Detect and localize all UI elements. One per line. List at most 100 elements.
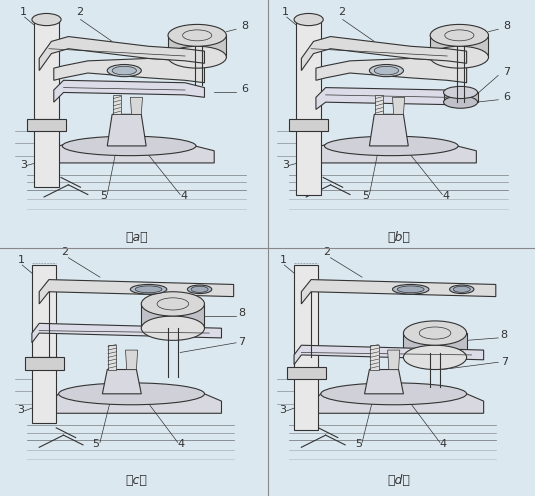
Polygon shape [393, 97, 404, 114]
Text: 8: 8 [501, 330, 508, 340]
Ellipse shape [157, 298, 189, 310]
Text: 2: 2 [75, 6, 83, 17]
Polygon shape [39, 280, 234, 304]
Text: 4: 4 [178, 439, 185, 449]
FancyBboxPatch shape [287, 367, 326, 379]
FancyBboxPatch shape [27, 119, 66, 131]
FancyBboxPatch shape [25, 357, 64, 370]
FancyBboxPatch shape [403, 333, 467, 357]
Ellipse shape [112, 66, 136, 75]
Ellipse shape [294, 13, 323, 26]
Ellipse shape [445, 30, 474, 41]
Ellipse shape [131, 284, 167, 294]
Text: 6: 6 [241, 84, 248, 94]
Text: 1: 1 [20, 6, 27, 17]
Text: 8: 8 [241, 21, 248, 31]
Polygon shape [39, 37, 204, 70]
Ellipse shape [62, 136, 196, 156]
Text: 4: 4 [442, 191, 449, 201]
Text: 3: 3 [17, 405, 24, 415]
FancyBboxPatch shape [296, 19, 321, 122]
Ellipse shape [369, 64, 403, 77]
Text: 7: 7 [501, 357, 508, 367]
FancyBboxPatch shape [32, 265, 56, 357]
FancyBboxPatch shape [430, 35, 488, 57]
Polygon shape [32, 323, 221, 343]
Ellipse shape [403, 345, 467, 370]
FancyBboxPatch shape [34, 119, 59, 187]
Ellipse shape [107, 64, 141, 77]
Text: （a）: （a） [125, 231, 148, 244]
Ellipse shape [444, 86, 478, 99]
Polygon shape [316, 88, 467, 110]
Ellipse shape [59, 383, 204, 405]
Text: 3: 3 [279, 405, 286, 415]
FancyBboxPatch shape [294, 370, 318, 430]
FancyBboxPatch shape [32, 357, 56, 423]
Polygon shape [301, 386, 484, 413]
Ellipse shape [182, 30, 212, 41]
Polygon shape [364, 370, 403, 394]
Text: 5: 5 [362, 191, 369, 201]
Ellipse shape [398, 286, 424, 293]
Polygon shape [54, 59, 204, 83]
Text: （d）: （d） [387, 474, 410, 487]
Ellipse shape [191, 286, 208, 292]
Ellipse shape [321, 383, 467, 405]
Ellipse shape [430, 24, 488, 46]
Text: 1: 1 [279, 254, 286, 264]
Text: 2: 2 [323, 248, 330, 257]
Ellipse shape [403, 321, 467, 345]
Polygon shape [301, 37, 467, 70]
Polygon shape [39, 386, 221, 413]
Ellipse shape [141, 292, 204, 316]
Text: 2: 2 [61, 248, 68, 257]
Text: 7: 7 [503, 67, 510, 77]
Text: （c）: （c） [126, 474, 147, 487]
Polygon shape [369, 114, 408, 146]
Ellipse shape [374, 66, 399, 75]
Text: 8: 8 [503, 21, 510, 31]
FancyBboxPatch shape [34, 19, 59, 122]
Text: 3: 3 [20, 160, 27, 170]
FancyBboxPatch shape [370, 345, 379, 370]
FancyBboxPatch shape [294, 265, 318, 370]
Text: 1: 1 [282, 6, 289, 17]
Polygon shape [294, 345, 484, 365]
Text: 6: 6 [503, 92, 510, 102]
Text: 5: 5 [93, 439, 100, 449]
Ellipse shape [449, 285, 474, 294]
Ellipse shape [141, 316, 204, 340]
Ellipse shape [453, 286, 470, 292]
Text: 5: 5 [355, 439, 362, 449]
FancyBboxPatch shape [113, 95, 120, 114]
Ellipse shape [168, 24, 226, 46]
FancyBboxPatch shape [296, 122, 321, 194]
FancyBboxPatch shape [376, 95, 383, 114]
Polygon shape [54, 80, 204, 102]
Polygon shape [44, 139, 214, 163]
Text: 7: 7 [239, 337, 246, 347]
Ellipse shape [324, 136, 458, 156]
Polygon shape [131, 97, 142, 114]
Ellipse shape [32, 13, 61, 26]
Text: 2: 2 [338, 6, 345, 17]
Text: 3: 3 [282, 160, 289, 170]
Ellipse shape [135, 286, 162, 293]
Polygon shape [306, 139, 476, 163]
Text: 5: 5 [100, 191, 107, 201]
Polygon shape [102, 370, 141, 394]
Polygon shape [107, 114, 146, 146]
FancyBboxPatch shape [444, 92, 478, 102]
Text: （b）: （b） [387, 231, 410, 244]
Ellipse shape [444, 96, 478, 108]
Ellipse shape [168, 46, 226, 68]
Polygon shape [126, 350, 137, 370]
Polygon shape [388, 350, 400, 370]
Text: 4: 4 [440, 439, 447, 449]
Polygon shape [301, 280, 496, 304]
FancyBboxPatch shape [108, 345, 117, 370]
FancyBboxPatch shape [141, 304, 204, 328]
Ellipse shape [430, 46, 488, 68]
Ellipse shape [187, 285, 212, 294]
